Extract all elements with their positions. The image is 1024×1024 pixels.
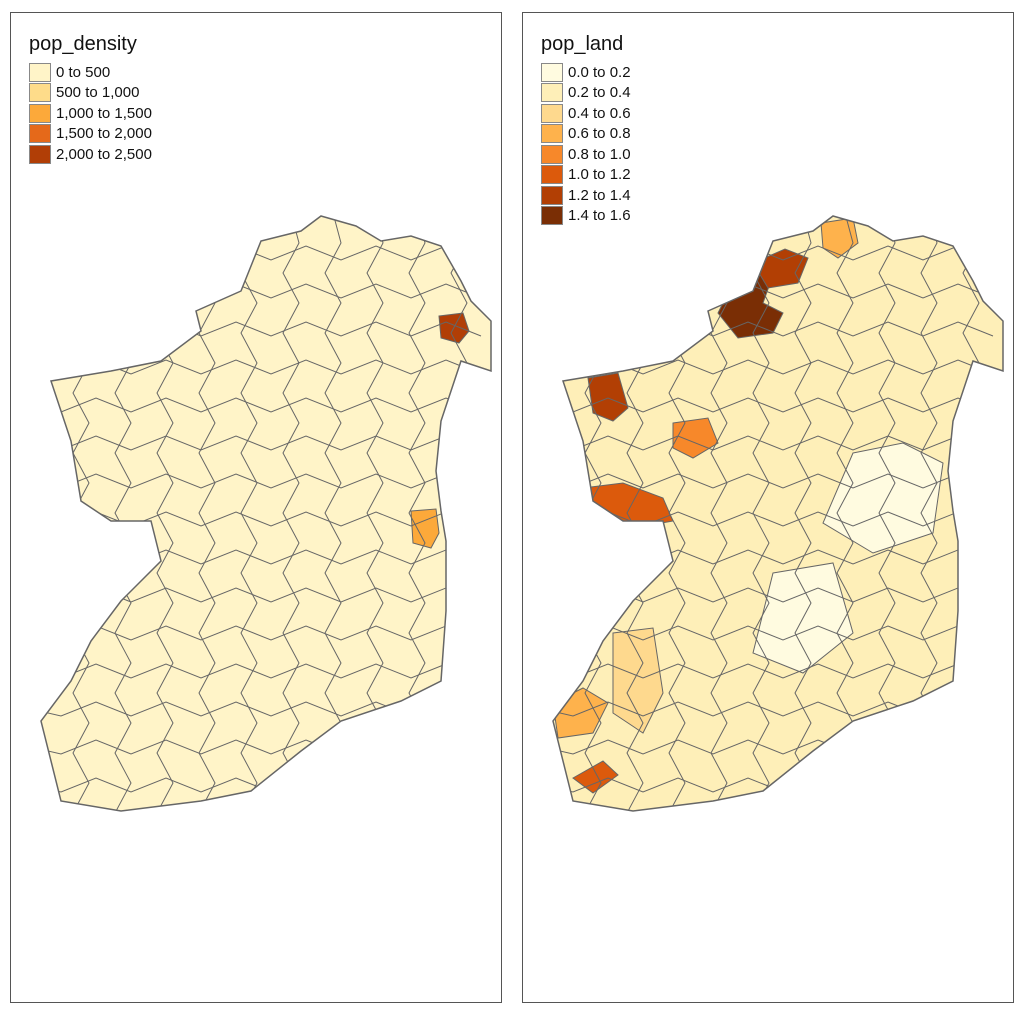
legend-label: 1.2 to 1.4	[568, 186, 631, 204]
legend-item: 0.0 to 0.2	[541, 62, 631, 83]
legend-label: 1,000 to 1,500	[56, 104, 152, 122]
legend-swatch	[541, 165, 563, 185]
legend-swatch	[541, 185, 563, 205]
region-cork-west	[612, 627, 664, 734]
legend-label: 2,000 to 2,500	[56, 145, 152, 163]
coastline	[552, 215, 1004, 812]
legend-item: 0.4 to 0.6	[541, 103, 631, 124]
region-kerry-south	[572, 760, 619, 794]
legend-swatch	[29, 62, 51, 82]
legend-label: 0.0 to 0.2	[568, 63, 631, 81]
legend-swatch	[29, 144, 51, 164]
legend-label: 1.0 to 1.2	[568, 166, 631, 184]
legend-swatch	[29, 124, 51, 144]
legend-swatch	[541, 206, 563, 226]
legend-label: 0.4 to 0.6	[568, 104, 631, 122]
legend-label: 0.6 to 0.8	[568, 125, 631, 143]
legend-item: 1.2 to 1.4	[541, 185, 631, 206]
legend-item: 1,500 to 2,000	[29, 124, 152, 145]
legend-item: 500 to 1,000	[29, 83, 152, 104]
legend-title: pop_land	[541, 33, 624, 55]
legend-item: 0 to 500	[29, 62, 152, 83]
legend-label: 0.2 to 0.4	[568, 84, 631, 102]
legend-item: 0.8 to 1.0	[541, 144, 631, 165]
region-dublin	[410, 508, 440, 549]
legend-label: 1,500 to 2,000	[56, 125, 152, 143]
pop-density-legend: pop_density 0 to 500 500 to 1,000 1,000 to…	[29, 33, 152, 165]
pop-density-map-panel: pop_density 0 to 500 500 to 1,000 1,000 to…	[10, 12, 502, 1003]
region-donegal-north	[752, 248, 809, 289]
legend-label: 500 to 1,000	[56, 84, 140, 102]
legend-item: 1.4 to 1.6	[541, 206, 631, 227]
legend-swatch	[29, 83, 51, 103]
legend-item: 0.2 to 0.4	[541, 83, 631, 104]
legend-item: 1,000 to 1,500	[29, 103, 152, 124]
legend-swatch	[541, 144, 563, 164]
legend-label: 0.8 to 1.0	[568, 145, 631, 163]
legend-label: 1.4 to 1.6	[568, 207, 631, 225]
pop-density-map	[40, 215, 492, 812]
legend-item: 0.6 to 0.8	[541, 124, 631, 145]
legend-title: pop_density	[29, 33, 137, 55]
legend-swatch	[541, 62, 563, 82]
pop-land-legend: pop_land 0.0 to 0.2 0.2 to 0.4 0.4 to 0.6 0…	[541, 33, 631, 226]
legend-swatch	[541, 124, 563, 144]
legend-swatch	[541, 103, 563, 123]
legend-item: 2,000 to 2,500	[29, 144, 152, 165]
coastline	[40, 215, 492, 812]
pop-land-map-panel: pop_land 0.0 to 0.2 0.2 to 0.4 0.4 to 0.6 0…	[522, 12, 1014, 1003]
legend-label: 0 to 500	[56, 63, 111, 81]
legend-item: 1.0 to 1.2	[541, 165, 631, 186]
pop-land-map	[552, 215, 1004, 812]
legend-swatch	[29, 103, 51, 123]
legend-swatch	[541, 83, 563, 103]
